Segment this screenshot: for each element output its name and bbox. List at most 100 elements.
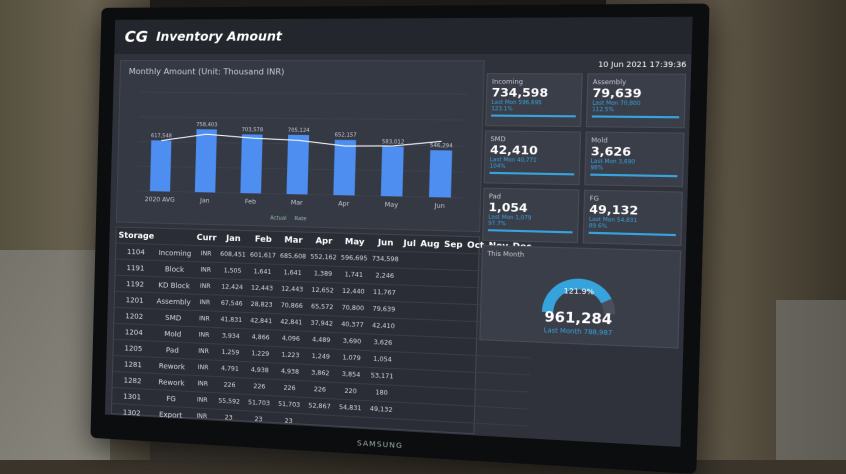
table-cell: Assembly [154,293,193,311]
legend-actual: Actual [270,215,287,222]
table-cell: INR [191,343,215,360]
table-cell: 52,867 [304,397,335,415]
data-label: 652,157 [334,133,356,140]
table-cell: 42,841 [276,314,307,332]
table-cell [396,419,413,437]
column-header: Sep [442,236,466,253]
table-cell: Rework [153,357,192,375]
x-tick-label: Mar [291,199,304,207]
kpi-bar [489,172,574,176]
x-tick-label: Jan [199,197,210,204]
monthly-chart-panel: Monthly Amount (Unit: Thousand INR) 2020… [116,60,485,232]
legend-rate: Rate [294,216,306,222]
table-cell [399,302,416,319]
table-cell [397,369,414,387]
column-header: Apr [308,233,339,250]
table-cell: 4,938 [245,362,275,380]
table-cell: 4,866 [246,329,276,347]
table-cell [400,268,417,285]
x-tick-label: Apr [338,200,350,208]
kpi-panel: 10 Jun 2021 17:39:36 Incoming 734,598 Last… [477,60,687,442]
table-cell: INR [191,359,215,376]
table-cell: 37,942 [306,315,337,333]
storage-table: Storage Curr Jan Feb Mar Apr May Jun Jul Aug Sep Oc… [111,228,534,447]
data-label: 705,124 [288,128,310,134]
table-cell: 12,443 [247,280,277,297]
table-cell: Mold [153,325,192,343]
table-cell: Rework [152,373,191,391]
table-cell: 42,410 [368,317,400,335]
table-cell: 11,767 [369,284,401,302]
kpi-bar [590,174,677,178]
bar [195,129,217,192]
kpi-percent: 104% [490,163,575,171]
x-tick-label: Feb [245,198,256,205]
kpi-percent: 89.6% [589,223,676,232]
table-cell [504,442,528,447]
storage-table-panel: Storage Curr Jan Feb Mar Apr May Jun Jul Aug Sep Oc… [111,227,480,435]
table-cell: INR [193,294,217,311]
table-cell [365,417,397,435]
table-cell: 12,440 [338,283,369,301]
kpi-value: 3,626 [591,144,679,159]
tv-monitor: CG Inventory Amount Monthly Amount (Unit… [90,4,709,474]
kpi-value: 42,410 [490,143,575,158]
table-cell: 1204 [114,323,154,341]
table-cell: INR [194,245,218,262]
table-cell: Pad [153,341,192,359]
table-cell: 53,171 [366,367,398,385]
table-cell [439,337,463,355]
table-cell: 1192 [115,275,155,293]
logo: CG [124,28,148,46]
table-cell [413,403,437,421]
table-cell: 54,831 [335,399,366,417]
table-cell: 51,703 [244,394,274,412]
kpi-tile: SMD 42,410 Last Mon 40,771 104% [484,130,581,185]
kpi-tiles: Incoming 734,598 Last Mon 596,695 123.1% Ass… [482,73,686,246]
table-cell: 1,505 [217,262,247,279]
table-cell [441,270,465,288]
table-cell [417,252,441,270]
kpi-value: 734,598 [492,86,577,100]
table-cell [416,286,440,304]
table-cell: 1,229 [245,345,275,363]
table-cell: 1,641 [277,264,308,281]
table-cell: 2,246 [369,267,401,285]
table-cell: 3,690 [336,333,367,351]
table-cell: 12,652 [307,282,338,300]
table-cell: 226 [304,381,335,399]
kpi-tile: Pad 1,054 Last Mon 1,079 97.7% [482,188,579,244]
table-cell: 3,934 [216,328,246,346]
table-cell: 1,741 [338,266,369,284]
table-cell: 23 [273,412,304,430]
table-cell: 1281 [113,355,153,373]
kpi-tile: Mold 3,626 Last Mon 3,690 98% [584,131,684,187]
table-cell: 226 [244,378,274,396]
table-cell [397,402,414,420]
kpi-value: 79,639 [592,86,680,101]
table-cell: 1104 [116,243,156,260]
page-title: Inventory Amount [156,29,282,44]
table-cell: 1,249 [305,348,336,366]
kpi-bar [589,232,676,236]
table-cell: 4,096 [276,330,307,348]
table-cell: 41,831 [216,311,246,329]
table-cell: 67,546 [217,295,247,312]
gridline [140,117,467,120]
table-cell [401,252,418,269]
table-cell [417,269,441,287]
table-cell [414,370,438,388]
table-cell: 220 [335,382,366,400]
table-cell: 1,054 [367,351,399,369]
monthly-bar-chart: 2020 AVG617,548Jan758,403Feb703,578Mar70… [117,82,478,221]
bar [287,135,310,195]
table-cell [416,302,440,320]
column-header: Aug [418,236,442,253]
column-header: Mar [278,232,309,249]
table-cell: 596,695 [339,250,370,268]
table-cell: 70,800 [337,299,368,317]
table-cell [414,386,438,404]
table-cell: 1201 [115,291,155,309]
bar [429,150,452,197]
bar [381,146,404,196]
